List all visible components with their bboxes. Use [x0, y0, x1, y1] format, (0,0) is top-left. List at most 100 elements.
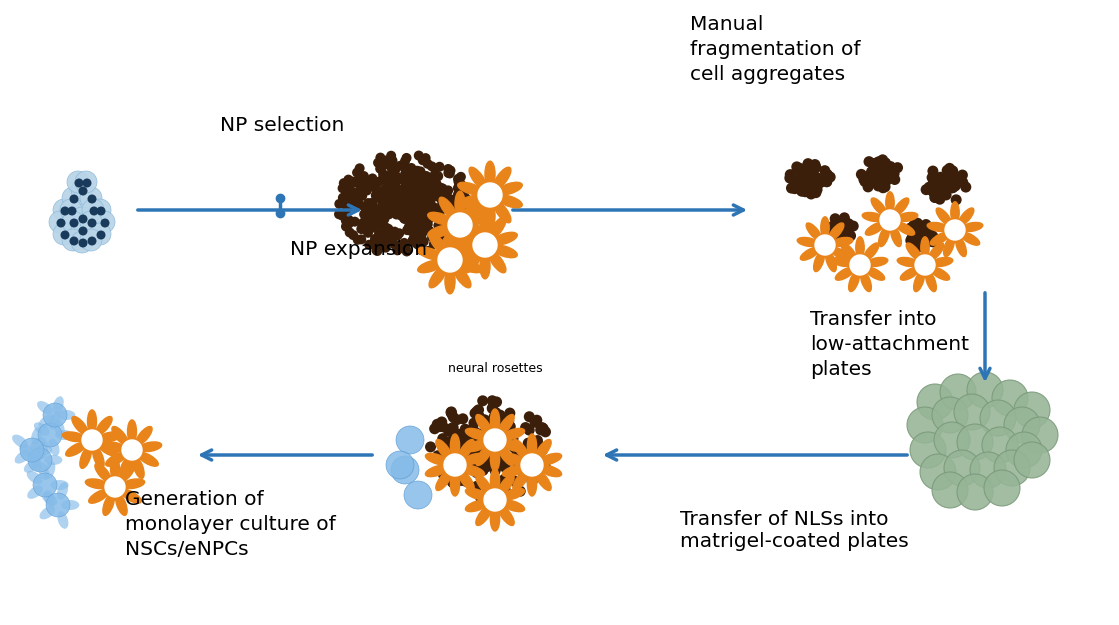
- Circle shape: [355, 199, 364, 209]
- Circle shape: [460, 450, 470, 461]
- Circle shape: [490, 445, 501, 456]
- Circle shape: [445, 204, 455, 214]
- Circle shape: [398, 200, 408, 210]
- Circle shape: [407, 201, 417, 211]
- Circle shape: [401, 199, 411, 209]
- Ellipse shape: [943, 236, 955, 257]
- Circle shape: [408, 186, 419, 196]
- Circle shape: [370, 219, 380, 229]
- Circle shape: [811, 184, 822, 195]
- Circle shape: [369, 211, 379, 221]
- Circle shape: [427, 207, 436, 217]
- Circle shape: [394, 202, 404, 212]
- Ellipse shape: [476, 506, 491, 526]
- Circle shape: [408, 181, 419, 191]
- Circle shape: [414, 210, 423, 220]
- Circle shape: [82, 430, 102, 450]
- Circle shape: [469, 482, 480, 493]
- Circle shape: [356, 224, 366, 234]
- Circle shape: [412, 199, 422, 209]
- Circle shape: [485, 444, 496, 454]
- Circle shape: [453, 201, 462, 211]
- Circle shape: [399, 201, 410, 211]
- Circle shape: [380, 156, 391, 166]
- Ellipse shape: [31, 427, 43, 444]
- Circle shape: [382, 196, 392, 206]
- Ellipse shape: [937, 208, 951, 226]
- Circle shape: [837, 223, 847, 234]
- Circle shape: [982, 427, 1018, 463]
- Circle shape: [802, 158, 814, 169]
- Circle shape: [527, 476, 537, 487]
- Circle shape: [363, 226, 373, 236]
- Circle shape: [395, 204, 405, 214]
- Circle shape: [487, 395, 498, 406]
- Ellipse shape: [928, 222, 949, 231]
- Circle shape: [798, 166, 809, 177]
- Circle shape: [407, 201, 417, 211]
- Ellipse shape: [951, 202, 959, 223]
- Circle shape: [374, 177, 384, 187]
- Circle shape: [78, 226, 87, 236]
- Circle shape: [920, 222, 931, 234]
- Circle shape: [408, 178, 419, 188]
- Ellipse shape: [913, 271, 924, 292]
- Circle shape: [79, 187, 102, 209]
- Circle shape: [399, 206, 410, 216]
- Circle shape: [398, 191, 408, 201]
- Circle shape: [486, 436, 497, 447]
- Circle shape: [805, 175, 816, 186]
- Circle shape: [483, 448, 495, 459]
- Circle shape: [402, 204, 412, 214]
- Circle shape: [404, 202, 414, 212]
- Circle shape: [791, 161, 802, 172]
- Circle shape: [916, 384, 953, 420]
- Circle shape: [386, 236, 396, 246]
- Circle shape: [410, 215, 420, 225]
- Circle shape: [395, 199, 405, 209]
- Circle shape: [915, 224, 927, 235]
- Circle shape: [401, 199, 411, 209]
- Circle shape: [924, 230, 935, 241]
- Circle shape: [524, 424, 535, 436]
- Circle shape: [957, 177, 968, 188]
- Circle shape: [415, 211, 425, 221]
- Circle shape: [461, 433, 472, 444]
- Circle shape: [471, 406, 482, 417]
- Circle shape: [399, 200, 410, 210]
- Circle shape: [1014, 392, 1050, 428]
- Circle shape: [376, 242, 386, 252]
- Circle shape: [874, 170, 885, 181]
- Circle shape: [478, 447, 488, 458]
- Circle shape: [412, 224, 422, 234]
- Circle shape: [518, 471, 529, 482]
- Circle shape: [521, 454, 543, 476]
- Circle shape: [399, 201, 410, 211]
- Circle shape: [438, 469, 449, 480]
- Circle shape: [789, 177, 800, 188]
- Ellipse shape: [931, 258, 952, 266]
- Circle shape: [78, 239, 87, 248]
- Circle shape: [808, 165, 819, 176]
- Circle shape: [913, 219, 923, 231]
- Circle shape: [75, 179, 84, 187]
- Circle shape: [809, 161, 820, 171]
- Circle shape: [800, 181, 810, 192]
- Ellipse shape: [861, 271, 872, 292]
- Circle shape: [481, 453, 492, 464]
- Circle shape: [446, 447, 458, 458]
- Circle shape: [942, 165, 952, 176]
- Circle shape: [90, 206, 98, 216]
- Ellipse shape: [498, 446, 514, 466]
- Circle shape: [488, 419, 499, 430]
- Ellipse shape: [492, 245, 517, 258]
- Text: NP selection: NP selection: [220, 116, 345, 135]
- Circle shape: [424, 201, 434, 211]
- Circle shape: [379, 185, 389, 195]
- Circle shape: [529, 417, 540, 428]
- Circle shape: [834, 224, 845, 236]
- Circle shape: [410, 181, 420, 191]
- Circle shape: [379, 214, 389, 224]
- Circle shape: [69, 219, 78, 228]
- Circle shape: [837, 236, 848, 248]
